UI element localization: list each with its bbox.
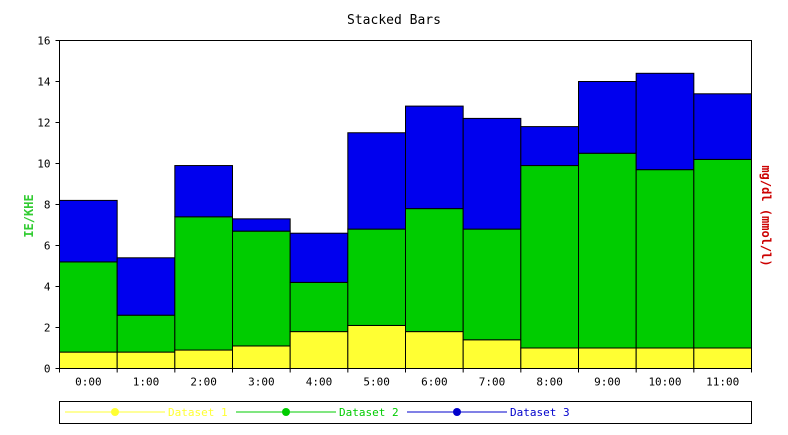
legend-label-series2: Dataset 2 (339, 406, 399, 419)
legend-box (59, 401, 752, 424)
bar-series1-2 (174, 349, 233, 369)
bar-series1-10 (635, 347, 695, 369)
bar-series2-4 (289, 281, 349, 333)
plot-frame (59, 40, 752, 369)
bar-series1-5 (347, 324, 407, 370)
y-tick-label: 2 (44, 322, 51, 335)
bar-series2-6 (405, 208, 464, 333)
legend-label-series1: Dataset 1 (168, 406, 228, 419)
y-axis: 0 2 4 6 8 10 12 14 16 (37, 35, 60, 376)
bar-series1-0 (59, 351, 118, 370)
x-tick-label: 5:00 (363, 376, 390, 389)
bar-series1-8 (520, 347, 579, 369)
x-tick-label: 1:00 (133, 376, 160, 389)
x-tick-label: 6:00 (421, 376, 448, 389)
x-tick-label: 2:00 (190, 376, 217, 389)
y-axis-label-right: mg/dl (mmol/l) (759, 165, 773, 266)
bar-series3-11 (693, 93, 752, 160)
legend-label-series3: Dataset 3 (510, 406, 570, 419)
bar-series1-6 (405, 331, 464, 370)
bar-series1-4 (289, 331, 349, 370)
bar-series1-9 (578, 347, 637, 369)
x-axis: 0:00 1:00 2:00 3:00 4:00 5:00 6:00 7:00 8:00 9:00… (59, 368, 752, 389)
bar-series2-8 (520, 165, 579, 349)
legend-marker-series1 (111, 408, 119, 416)
bar-series3-0 (59, 199, 118, 263)
bar-series2-11 (693, 158, 752, 349)
y-tick-label: 6 (44, 240, 51, 253)
bar-series2-7 (462, 228, 522, 341)
x-tick-label: 10:00 (648, 376, 681, 389)
bar-series3-6 (405, 105, 464, 210)
bar-series3-1 (116, 257, 176, 316)
x-tick-label: 0:00 (75, 376, 102, 389)
y-tick-label: 4 (44, 281, 51, 294)
legend: Dataset 1 Dataset 2 Dataset 3 (59, 401, 752, 424)
bar-series2-2 (174, 216, 233, 351)
bar-series3-9 (578, 81, 637, 154)
legend-marker-series2 (282, 408, 290, 416)
bar-series2-9 (578, 152, 637, 349)
y-tick-label: 0 (44, 363, 51, 376)
x-tick-label: 9:00 (594, 376, 621, 389)
bar-series3-7 (462, 117, 522, 230)
bar-series2-0 (59, 261, 118, 353)
y-tick-label: 16 (37, 35, 50, 48)
x-tick-label: 7:00 (479, 376, 506, 389)
y-tick-label: 12 (37, 117, 50, 130)
bars-group (59, 72, 752, 370)
bar-series3-3 (232, 218, 291, 232)
x-tick-label: 8:00 (536, 376, 563, 389)
bar-series3-5 (347, 132, 407, 230)
y-tick-label: 8 (44, 199, 51, 212)
y-tick-label: 10 (37, 158, 50, 171)
bar-series2-1 (116, 314, 176, 353)
bar-series1-1 (116, 351, 176, 370)
x-tick-label: 11:00 (706, 376, 739, 389)
bar-series2-3 (232, 230, 291, 347)
bar-series1-11 (693, 347, 752, 369)
bar-series1-3 (232, 345, 291, 370)
bar-series1-7 (462, 339, 522, 369)
legend-marker-series3 (453, 408, 461, 416)
x-tick-label: 4:00 (306, 376, 333, 389)
bar-series3-4 (289, 232, 349, 283)
chart-title: Stacked Bars (347, 13, 441, 28)
x-tick-label: 3:00 (248, 376, 275, 389)
bar-series2-5 (347, 228, 407, 326)
bar-series3-10 (635, 72, 695, 171)
bar-series3-2 (174, 165, 233, 218)
bar-series3-8 (520, 126, 579, 167)
bar-series2-10 (635, 169, 695, 349)
y-axis-label-left: IE/KHE (22, 194, 36, 237)
y-tick-label: 14 (37, 76, 51, 89)
